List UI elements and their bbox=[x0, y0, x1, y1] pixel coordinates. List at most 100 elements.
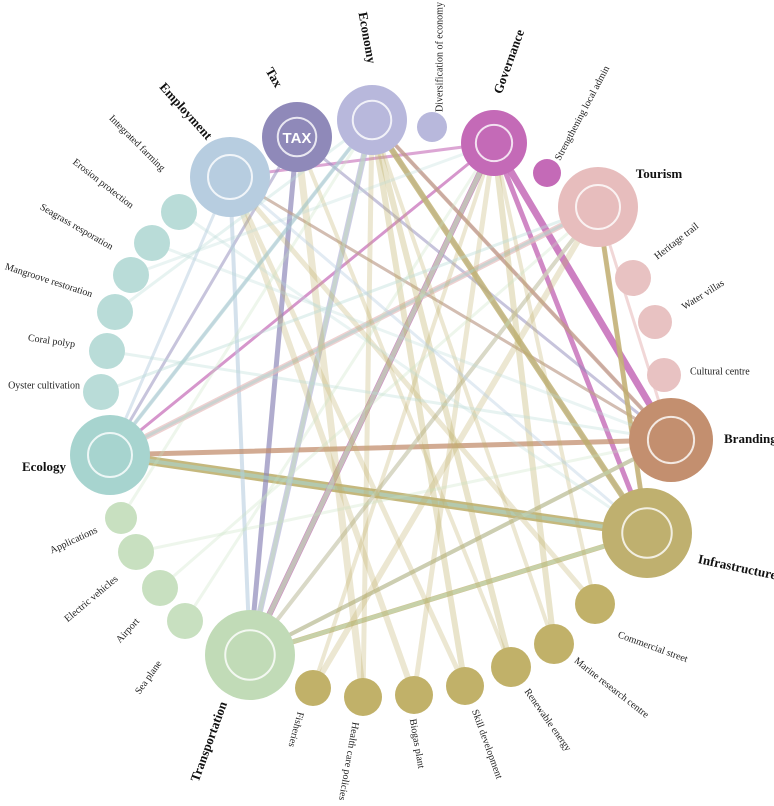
node-circle bbox=[395, 676, 433, 714]
edge bbox=[150, 241, 673, 442]
edge bbox=[492, 141, 597, 606]
node-circle bbox=[70, 415, 150, 495]
edge bbox=[227, 174, 468, 689]
node-circle bbox=[533, 159, 561, 187]
node-label: Electric vehicles bbox=[62, 574, 120, 625]
node-circle bbox=[105, 502, 137, 534]
edge bbox=[158, 205, 600, 590]
node-label: Mangroove restoration bbox=[3, 261, 93, 300]
node-label: Diversification of economy bbox=[434, 2, 445, 112]
node-circle bbox=[602, 488, 692, 578]
sub-node: Renewable energy bbox=[491, 647, 573, 754]
edge bbox=[119, 118, 374, 520]
node-circle bbox=[629, 398, 713, 482]
node-icon-ring bbox=[87, 432, 133, 478]
node-circle bbox=[190, 137, 270, 217]
main-node: Governance bbox=[461, 27, 527, 176]
node-label: Tax bbox=[263, 65, 286, 91]
edge bbox=[293, 133, 367, 701]
node-label: Airport bbox=[114, 616, 142, 645]
node-icon-ring bbox=[276, 116, 318, 158]
edge bbox=[107, 437, 674, 458]
node-label: Sea plane bbox=[133, 658, 164, 696]
node-circle bbox=[337, 85, 407, 155]
main-node: TAX Tax bbox=[262, 65, 332, 172]
node-circle bbox=[89, 333, 125, 369]
edge bbox=[227, 174, 598, 607]
sub-node: Biogas plant bbox=[395, 676, 433, 770]
sub-node: Erosion protection bbox=[70, 157, 170, 261]
node-circle bbox=[295, 670, 331, 706]
node-label: Tourism bbox=[636, 166, 683, 181]
node-circle bbox=[344, 678, 382, 716]
edge bbox=[108, 141, 496, 457]
edge bbox=[108, 118, 374, 457]
node-label: Erosion protection bbox=[70, 157, 135, 211]
edge bbox=[360, 117, 375, 700]
node-label: Branding bbox=[724, 431, 774, 446]
node-icon-ring bbox=[224, 629, 276, 681]
edge bbox=[129, 141, 496, 277]
edge bbox=[228, 175, 649, 535]
node-label: Ecology bbox=[22, 459, 67, 474]
node-circle bbox=[534, 624, 574, 664]
node-label: Water villas bbox=[680, 278, 726, 313]
node-icon-ring bbox=[575, 184, 621, 230]
main-node: Infrastructure bbox=[602, 488, 774, 583]
edge bbox=[411, 140, 497, 698]
node-circle bbox=[491, 647, 531, 687]
node-circle bbox=[113, 257, 149, 293]
node-label: Strengthening local admin bbox=[553, 64, 612, 162]
node-label: Economy bbox=[356, 11, 380, 65]
edge bbox=[491, 140, 557, 647]
edges bbox=[99, 117, 675, 701]
edge bbox=[247, 140, 497, 658]
edge bbox=[183, 141, 496, 623]
node-circle bbox=[558, 167, 638, 247]
edge bbox=[295, 135, 513, 669]
node-label: Infrastructure bbox=[697, 551, 774, 582]
node-circle bbox=[575, 584, 615, 624]
edge bbox=[491, 140, 650, 536]
node-circle bbox=[417, 112, 447, 142]
sub-node: Coral polyp bbox=[27, 333, 125, 369]
node-label: Marine research centre bbox=[572, 656, 651, 721]
node-icon-ring bbox=[646, 415, 696, 465]
edge bbox=[311, 141, 496, 690]
node-label: Coral polyp bbox=[27, 333, 76, 351]
main-node: Ecology bbox=[22, 415, 150, 495]
main-node: Economy bbox=[337, 11, 407, 155]
node-label: Employment bbox=[157, 79, 216, 143]
node-circle bbox=[97, 294, 133, 330]
sub-node: Oyster cultivation bbox=[8, 374, 119, 410]
edge bbox=[248, 438, 673, 657]
edge bbox=[248, 531, 649, 657]
sub-node: Electric vehicles bbox=[62, 534, 154, 625]
node-label: Skill development bbox=[469, 708, 504, 781]
node-icon-ring bbox=[207, 154, 253, 200]
node-label: Governance bbox=[490, 27, 527, 95]
edge bbox=[105, 349, 673, 442]
node-label: Oyster cultivation bbox=[8, 380, 80, 391]
edge bbox=[228, 175, 252, 657]
edge bbox=[108, 453, 649, 535]
edge bbox=[369, 117, 514, 670]
node-icon-ring bbox=[474, 123, 514, 163]
edge bbox=[370, 118, 556, 646]
nodes: Employment TAX Tax Economy Diversification o… bbox=[3, 2, 774, 801]
sub-node: Water villas bbox=[638, 278, 726, 339]
sub-node: Diversification of economy bbox=[417, 2, 447, 142]
sub-node: Cultural centre bbox=[647, 358, 750, 392]
edge bbox=[248, 205, 600, 657]
node-label: Renewable energy bbox=[522, 687, 573, 754]
node-label: Seagrass resporation bbox=[38, 202, 115, 253]
node-circle bbox=[647, 358, 681, 392]
node-circle bbox=[461, 110, 527, 176]
sub-node: Health care policies bbox=[336, 678, 382, 801]
node-circle bbox=[167, 603, 203, 639]
node-circle bbox=[205, 610, 295, 700]
sub-node: Fisheries bbox=[286, 670, 331, 748]
main-node: Tourism bbox=[558, 166, 682, 247]
node-circle bbox=[83, 374, 119, 410]
